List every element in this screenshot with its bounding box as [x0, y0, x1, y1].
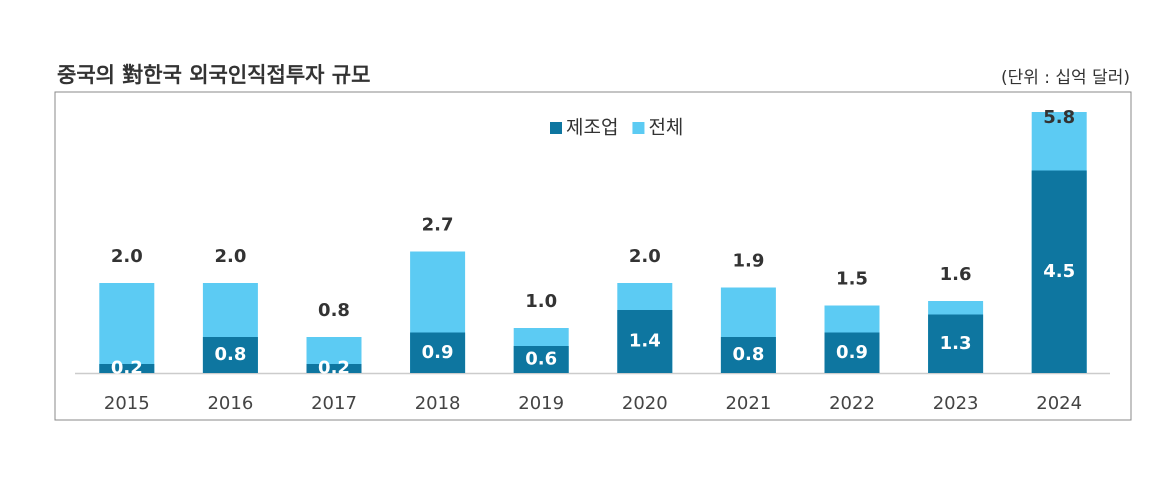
total-value-label: 1.6: [940, 264, 972, 285]
chart-title: 중국의 對한국 외국인직접투자 규모: [57, 63, 370, 87]
bar-value-label: 0.9: [836, 342, 868, 363]
x-tick-label: 2023: [933, 393, 979, 414]
legend-swatch: [550, 122, 562, 134]
bar-value-label: 0.8: [214, 344, 246, 365]
bar-value-label: 1.4: [629, 331, 661, 352]
legend-swatch: [632, 122, 645, 134]
x-tick-label: 2020: [622, 393, 668, 414]
x-tick-label: 2018: [415, 393, 461, 414]
total-value-label: 1.0: [525, 291, 557, 312]
bar: [513, 346, 569, 373]
bar: [617, 310, 673, 373]
unit-label: (단위 : 십억 달러): [1001, 68, 1130, 88]
total-value-label: 1.5: [836, 269, 868, 290]
total-value-label: 1.9: [732, 251, 764, 272]
bar: [928, 314, 984, 373]
bar-value-label: 0.6: [525, 349, 557, 370]
bar-value-label: 0.8: [732, 344, 764, 365]
total-value-label: 2.7: [422, 215, 454, 236]
total-value-label: 2.0: [111, 246, 143, 267]
bar: [306, 364, 362, 373]
x-tick-label: 2019: [518, 393, 564, 414]
bar: [202, 337, 258, 373]
bar-value-label: 1.3: [940, 333, 972, 354]
x-tick-label: 2015: [104, 393, 150, 414]
total-value-label: 0.8: [318, 300, 350, 321]
chart-frame: [54, 91, 1132, 421]
bar: [824, 332, 880, 373]
bar: [410, 332, 466, 373]
x-tick-label: 2016: [207, 393, 253, 414]
total-value-label: 5.8: [1043, 107, 1075, 128]
bar: [99, 364, 155, 373]
x-tick-label: 2017: [311, 393, 357, 414]
total-value-label: 2.0: [629, 246, 661, 267]
bar-value-label: 0.2: [318, 358, 350, 379]
legend-label: 전체: [648, 117, 683, 139]
legend-label: 제조업: [566, 117, 618, 139]
bar-value-label: 0.2: [111, 358, 143, 379]
bar: [1031, 170, 1087, 373]
x-tick-label: 2022: [829, 393, 875, 414]
x-tick-label: 2021: [725, 393, 771, 414]
bar-value-label: 0.9: [422, 342, 454, 363]
bar: [720, 337, 776, 373]
bar: [99, 283, 155, 373]
total-value-label: 2.0: [214, 246, 246, 267]
x-tick-label: 2024: [1036, 393, 1082, 414]
bar-value-label: 4.5: [1043, 261, 1075, 282]
